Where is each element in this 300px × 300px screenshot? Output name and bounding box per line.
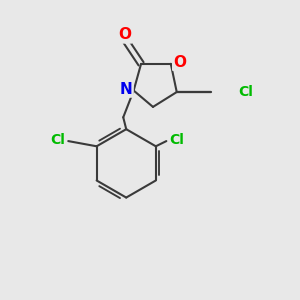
Text: O: O	[173, 55, 186, 70]
Text: Cl: Cl	[50, 133, 65, 147]
Text: N: N	[120, 82, 133, 97]
Text: Cl: Cl	[238, 85, 253, 99]
Text: Cl: Cl	[169, 133, 184, 147]
Text: O: O	[118, 28, 131, 43]
